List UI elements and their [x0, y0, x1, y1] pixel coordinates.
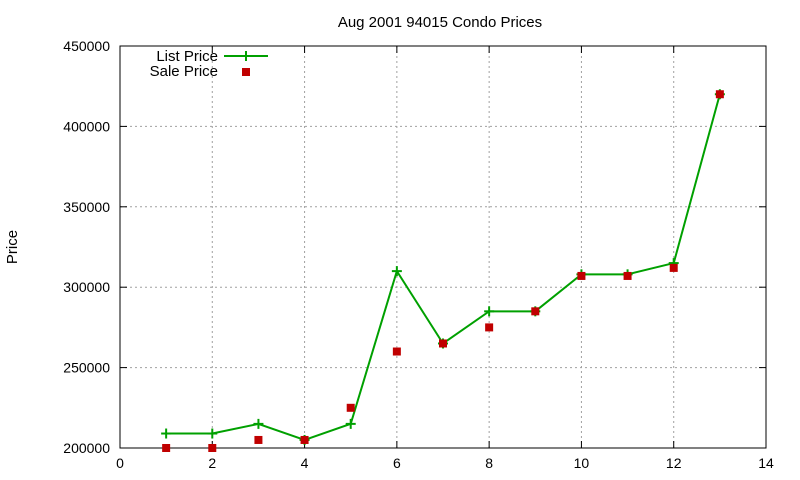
data-point-square — [208, 444, 217, 452]
y-tick-label: 250000 — [63, 360, 110, 376]
y-tick-label: 300000 — [63, 279, 110, 295]
data-point-plus — [484, 306, 495, 317]
data-point-square — [439, 339, 447, 348]
y-axis-label: Price — [4, 230, 21, 264]
y-tick-label: 350000 — [63, 199, 110, 215]
x-tick-label: 14 — [758, 455, 774, 471]
y-tick-label: 200000 — [63, 440, 110, 456]
x-tick-label: 2 — [208, 455, 216, 471]
chart-title: Aug 2001 94015 Condo Prices — [338, 14, 542, 31]
series-list-price — [161, 89, 725, 445]
axis-ticks: 0 2 4 6 8 10 12 14 200000 250000 300000 350000 40000… — [63, 38, 774, 471]
series-line — [166, 93, 721, 442]
data-point-square — [669, 263, 678, 272]
data-point-square — [254, 435, 263, 444]
data-point-square — [485, 323, 494, 332]
data-point-plus — [391, 266, 402, 277]
legend-marker-sale-price — [242, 68, 250, 76]
series-sale-price — [162, 90, 724, 452]
y-tick-label: 450000 — [63, 38, 110, 54]
plot-frame — [119, 45, 767, 449]
legend-label-sale-price: Sale Price — [150, 63, 218, 80]
data-point-square — [531, 307, 540, 316]
data-point-square — [577, 271, 586, 280]
data-point-plus — [253, 418, 264, 429]
series-layer — [161, 89, 725, 452]
y-tick-label: 400000 — [63, 118, 110, 134]
x-tick-label: 4 — [301, 455, 309, 471]
legend: List Price Sale Price — [150, 48, 268, 80]
legend-marker-list-price — [241, 51, 251, 61]
x-tick-label: 10 — [574, 455, 590, 471]
data-point-square — [346, 403, 355, 412]
data-point-square — [392, 347, 401, 356]
grid — [120, 46, 766, 448]
x-tick-label: 0 — [116, 455, 124, 471]
data-point-square — [162, 444, 171, 452]
x-tick-label: 8 — [485, 455, 493, 471]
data-point-square — [715, 90, 724, 99]
x-tick-label: 12 — [666, 455, 682, 471]
data-point-square — [300, 435, 309, 444]
data-point-square — [623, 271, 632, 280]
data-point-plus — [161, 428, 172, 439]
data-point-plus — [207, 428, 218, 439]
legend-label-list-price: List Price — [156, 48, 218, 65]
data-point-plus — [345, 418, 356, 429]
x-tick-label: 6 — [393, 455, 401, 471]
